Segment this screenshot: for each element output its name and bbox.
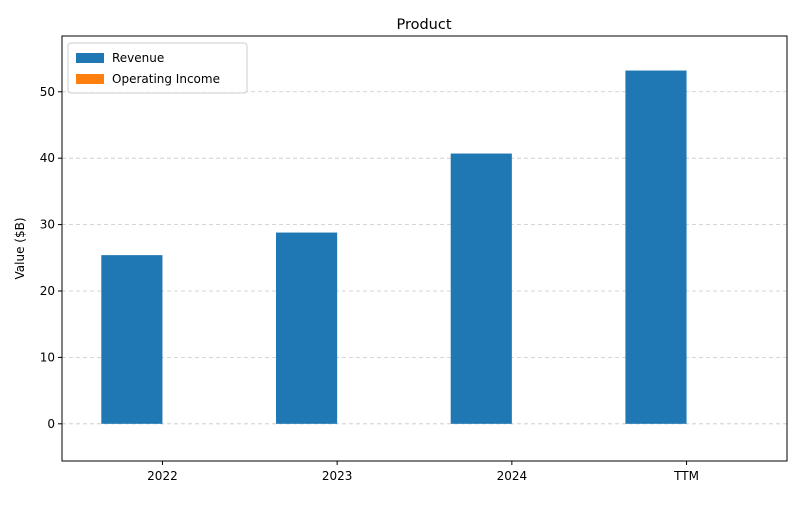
legend-swatch (76, 74, 104, 84)
bar-revenue-2022 (101, 255, 163, 424)
bar-revenue-2024 (450, 153, 512, 424)
y-tick-label: 10 (40, 350, 55, 364)
chart-title: Product (396, 17, 451, 33)
y-tick-label: 30 (40, 218, 55, 232)
legend-swatch (76, 53, 104, 63)
y-tick-label: 50 (40, 85, 55, 99)
bar-revenue-ttm (625, 70, 687, 424)
x-axis-ticks: 2022 2023 2024 TTM (147, 461, 699, 483)
x-tick-label: 2022 (147, 469, 178, 483)
legend-label: Revenue (112, 51, 164, 65)
x-tick-label: 2024 (497, 469, 528, 483)
legend-box (67, 42, 248, 94)
y-tick-label: 0 (47, 417, 55, 431)
y-tick-label: 20 (40, 284, 55, 298)
y-axis-label: Value ($B) (13, 218, 27, 280)
legend-label: Operating Income (112, 72, 220, 86)
y-axis-ticks: 0 10 20 30 40 50 (40, 85, 62, 431)
x-tick-label: TTM (673, 469, 699, 483)
bar-revenue-2023 (276, 232, 338, 424)
plot-frame (61, 35, 788, 462)
y-tick-label: 40 (40, 151, 55, 165)
x-tick-label: 2023 (322, 469, 353, 483)
bars (101, 70, 687, 424)
legend: Revenue Operating Income (67, 42, 248, 94)
